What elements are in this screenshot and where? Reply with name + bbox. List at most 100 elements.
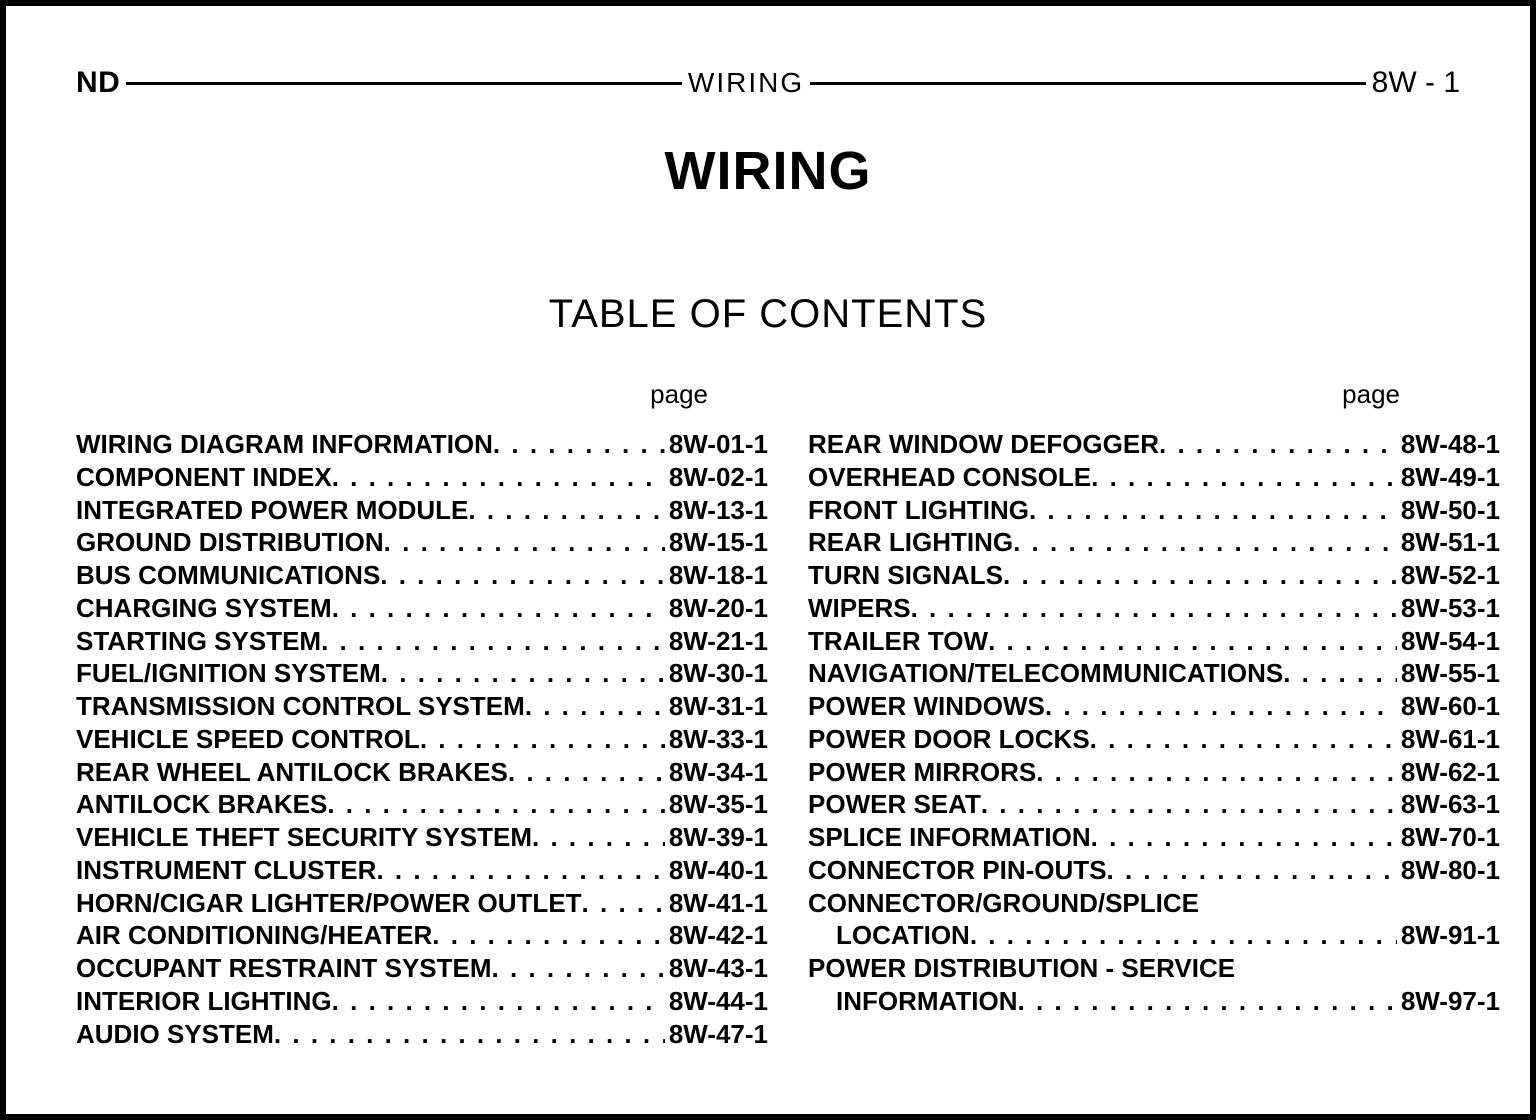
toc-label: OVERHEAD CONSOLE	[808, 461, 1091, 494]
toc-label: ANTILOCK BRAKES	[76, 788, 327, 821]
toc-row: ANTILOCK BRAKES8W-35-1	[76, 788, 768, 821]
toc-page: 8W-53-1	[1397, 592, 1500, 625]
header-right: 8W - 1	[1366, 66, 1460, 100]
toc-label: TURN SIGNALS	[808, 559, 1003, 592]
toc-row: NAVIGATION/TELECOMMUNICATIONS8W-55-1	[808, 657, 1500, 690]
toc-row: POWER WINDOWS8W-60-1	[808, 690, 1500, 723]
toc-dots	[1018, 985, 1397, 1018]
toc-row: REAR WHEEL ANTILOCK BRAKES8W-34-1	[76, 756, 768, 789]
toc-dots	[1159, 428, 1397, 461]
toc-row: OVERHEAD CONSOLE8W-49-1	[808, 461, 1500, 494]
toc-label: HORN/CIGAR LIGHTER/POWER OUTLET	[76, 887, 582, 920]
toc-page: 8W-63-1	[1397, 788, 1500, 821]
toc-row: TURN SIGNALS8W-52-1	[808, 559, 1500, 592]
toc-page: 8W-97-1	[1397, 985, 1500, 1018]
toc-label: CONNECTOR PIN-OUTS	[808, 854, 1107, 887]
toc-right-column: REAR WINDOW DEFOGGER8W-48-1OVERHEAD CONS…	[808, 428, 1500, 1050]
toc-page: 8W-02-1	[665, 461, 768, 494]
toc-page: 8W-91-1	[1397, 919, 1500, 952]
toc-dots	[1107, 854, 1397, 887]
toc-label: CONNECTOR/GROUND/SPLICE	[808, 887, 1199, 920]
toc-label: POWER SEAT	[808, 788, 981, 821]
toc-dots	[321, 625, 665, 658]
toc-dots	[420, 723, 665, 756]
toc-dots	[525, 690, 665, 723]
toc-dots	[381, 657, 665, 690]
toc-row: STARTING SYSTEM 8W-21-1	[76, 625, 768, 658]
toc-page: 8W-39-1	[665, 821, 768, 854]
toc-row: WIRING DIAGRAM INFORMATION 8W-01-1	[76, 428, 768, 461]
toc-page: 8W-34-1	[665, 756, 768, 789]
toc-label: INSTRUMENT CLUSTER	[76, 854, 376, 887]
toc-left-column: WIRING DIAGRAM INFORMATION8W-01-1COMPONE…	[76, 428, 768, 1050]
toc-row: INTERIOR LIGHTING8W-44-1	[76, 985, 768, 1018]
toc-label: TRANSMISSION CONTROL SYSTEM	[76, 690, 525, 723]
toc-row: GROUND DISTRIBUTION8W-15-1	[76, 526, 768, 559]
toc-label: AUDIO SYSTEM	[76, 1018, 274, 1051]
toc-label: LOCATION	[808, 919, 970, 952]
page-label-left: page	[76, 379, 768, 410]
toc-row: REAR WINDOW DEFOGGER 8W-48-1	[808, 428, 1500, 461]
toc-label: FRONT LIGHTING	[808, 494, 1029, 527]
toc-row: VEHICLE THEFT SECURITY SYSTEM 8W-39-1	[76, 821, 768, 854]
page-header: ND WIRING 8W - 1	[76, 66, 1460, 100]
toc-page: 8W-51-1	[1397, 526, 1500, 559]
toc-page: 8W-13-1	[665, 494, 768, 527]
toc-row: AIR CONDITIONING/HEATER8W-42-1	[76, 919, 768, 952]
toc-row: BUS COMMUNICATIONS8W-18-1	[76, 559, 768, 592]
toc-dots	[1036, 756, 1397, 789]
toc-page: 8W-48-1	[1397, 428, 1500, 461]
toc-dots	[332, 461, 665, 494]
toc-row: POWER MIRRORS8W-62-1	[808, 756, 1500, 789]
toc-row: CONNECTOR/GROUND/SPLICE	[808, 887, 1500, 920]
toc-row: POWER DISTRIBUTION - SERVICE	[808, 952, 1500, 985]
toc-dots	[1091, 821, 1397, 854]
toc-row: INFORMATION 8W-97-1	[808, 985, 1500, 1018]
toc-label: STARTING SYSTEM	[76, 625, 321, 658]
toc-label: REAR LIGHTING	[808, 526, 1013, 559]
toc-label: INFORMATION	[808, 985, 1018, 1018]
toc-dots	[988, 625, 1397, 658]
toc-dots	[468, 494, 664, 527]
toc-label: AIR CONDITIONING/HEATER	[76, 919, 432, 952]
toc-page: 8W-44-1	[665, 985, 768, 1018]
toc-label: POWER DOOR LOCKS	[808, 723, 1090, 756]
toc-page: 8W-50-1	[1397, 494, 1500, 527]
toc-label: CHARGING SYSTEM	[76, 592, 332, 625]
toc-label: POWER DISTRIBUTION - SERVICE	[808, 952, 1235, 985]
toc-page: 8W-54-1	[1397, 625, 1500, 658]
toc-label: VEHICLE THEFT SECURITY SYSTEM	[76, 821, 532, 854]
toc-dots	[384, 526, 665, 559]
toc-dots	[492, 952, 665, 985]
toc-label: INTEGRATED POWER MODULE	[76, 494, 468, 527]
toc-dots	[332, 592, 665, 625]
toc-page: 8W-43-1	[665, 952, 768, 985]
toc-label: TRAILER TOW	[808, 625, 988, 658]
toc-dots	[432, 919, 665, 952]
toc-label: WIRING DIAGRAM INFORMATION	[76, 428, 493, 461]
toc-dots	[970, 919, 1397, 952]
toc-page: 8W-21-1	[665, 625, 768, 658]
toc-page: 8W-33-1	[665, 723, 768, 756]
toc-row: OCCUPANT RESTRAINT SYSTEM8W-43-1	[76, 952, 768, 985]
toc-row: WIPERS8W-53-1	[808, 592, 1500, 625]
toc-label: REAR WINDOW DEFOGGER	[808, 428, 1159, 461]
toc-page: 8W-70-1	[1397, 821, 1500, 854]
toc-row: INTEGRATED POWER MODULE 8W-13-1	[76, 494, 768, 527]
toc-row: INSTRUMENT CLUSTER8W-40-1	[76, 854, 768, 887]
toc-label: POWER WINDOWS	[808, 690, 1045, 723]
toc-dots	[1003, 559, 1397, 592]
toc-page: 8W-01-1	[665, 428, 768, 461]
toc-row: COMPONENT INDEX 8W-02-1	[76, 461, 768, 494]
toc-label: NAVIGATION/TELECOMMUNICATIONS	[808, 657, 1283, 690]
toc-page: 8W-20-1	[665, 592, 768, 625]
toc-dots	[1091, 461, 1397, 494]
page-subtitle: TABLE OF CONTENTS	[76, 292, 1460, 337]
toc-row: LOCATION 8W-91-1	[808, 919, 1500, 952]
toc-page: 8W-31-1	[665, 690, 768, 723]
toc-row: CONNECTOR PIN-OUTS8W-80-1	[808, 854, 1500, 887]
toc-label: COMPONENT INDEX	[76, 461, 332, 494]
toc-row: HORN/CIGAR LIGHTER/POWER OUTLET 8W-41-1	[76, 887, 768, 920]
toc-row: VEHICLE SPEED CONTROL8W-33-1	[76, 723, 768, 756]
toc-page: 8W-41-1	[665, 887, 768, 920]
